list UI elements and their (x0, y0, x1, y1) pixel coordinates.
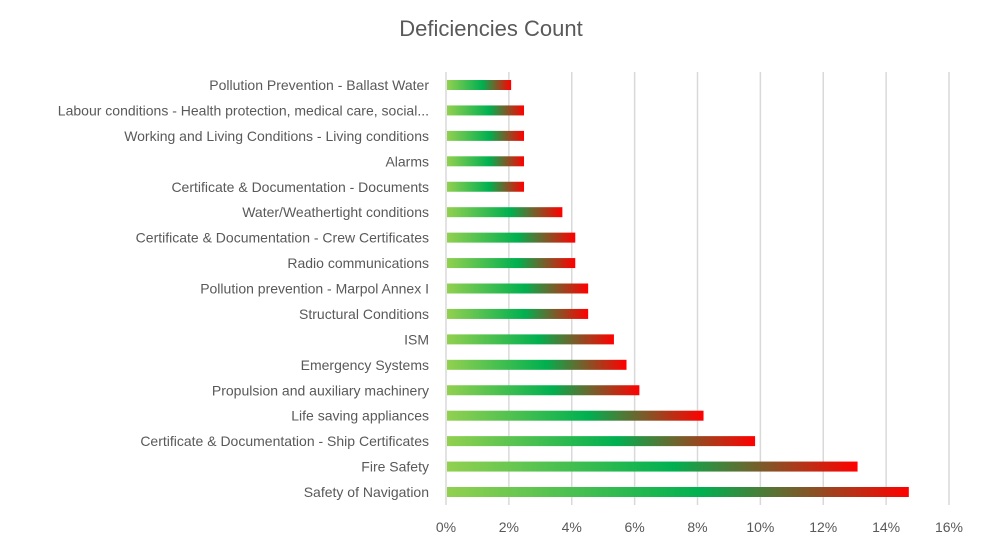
bar (447, 258, 576, 269)
category-label: Water/Weathertight conditions (242, 204, 429, 220)
bar (447, 283, 589, 294)
x-tick-label: 8% (687, 519, 707, 535)
bar (447, 359, 627, 370)
category-labels: Pollution Prevention - Ballast Water Labo… (58, 77, 430, 500)
bars (447, 80, 909, 497)
x-tick-label: 6% (625, 519, 645, 535)
category-label: ISM (404, 331, 429, 347)
bar (447, 130, 525, 141)
bar (447, 410, 704, 421)
bar (447, 461, 858, 472)
category-label: Emergency Systems (301, 357, 429, 373)
bar (447, 80, 512, 90)
x-tick-label: 0% (436, 519, 456, 535)
category-label: Certificate & Documentation - Crew Certi… (136, 230, 429, 246)
category-label: Safety of Navigation (304, 484, 429, 500)
bar (447, 308, 589, 319)
category-label: Life saving appliances (291, 408, 429, 424)
category-label: Labour conditions - Health protection, m… (58, 102, 429, 118)
category-label: Certificate & Documentation - Documents (171, 179, 429, 195)
category-label: Structural Conditions (299, 306, 429, 322)
x-tick-label: 10% (746, 519, 774, 535)
category-label: Fire Safety (361, 459, 429, 475)
bar (447, 105, 525, 116)
bar (447, 232, 576, 243)
x-tick-label: 2% (499, 519, 519, 535)
bar (447, 181, 525, 192)
bar (447, 487, 909, 497)
x-tick-label: 4% (562, 519, 582, 535)
category-label: Pollution Prevention - Ballast Water (209, 77, 429, 93)
category-label: Certificate & Documentation - Ship Certi… (140, 433, 429, 449)
category-label: Radio communications (287, 255, 429, 271)
x-tick-label: 14% (872, 519, 900, 535)
category-label: Working and Living Conditions - Living c… (124, 128, 429, 144)
category-label: Propulsion and auxiliary machinery (212, 382, 429, 398)
x-axis-tick-labels: 0% 2% 4% 6% 8% 10% 12% 14% 16% (436, 519, 963, 535)
bar (447, 385, 640, 396)
category-label: Pollution prevention - Marpol Annex I (200, 281, 429, 297)
x-tick-label: 16% (935, 519, 963, 535)
chart-title: Deficiencies Count (399, 16, 583, 41)
bar (447, 207, 563, 218)
category-label: Alarms (385, 153, 429, 169)
bar (447, 334, 614, 345)
x-tick-label: 12% (809, 519, 837, 535)
bar (447, 156, 525, 167)
bar (447, 436, 756, 447)
